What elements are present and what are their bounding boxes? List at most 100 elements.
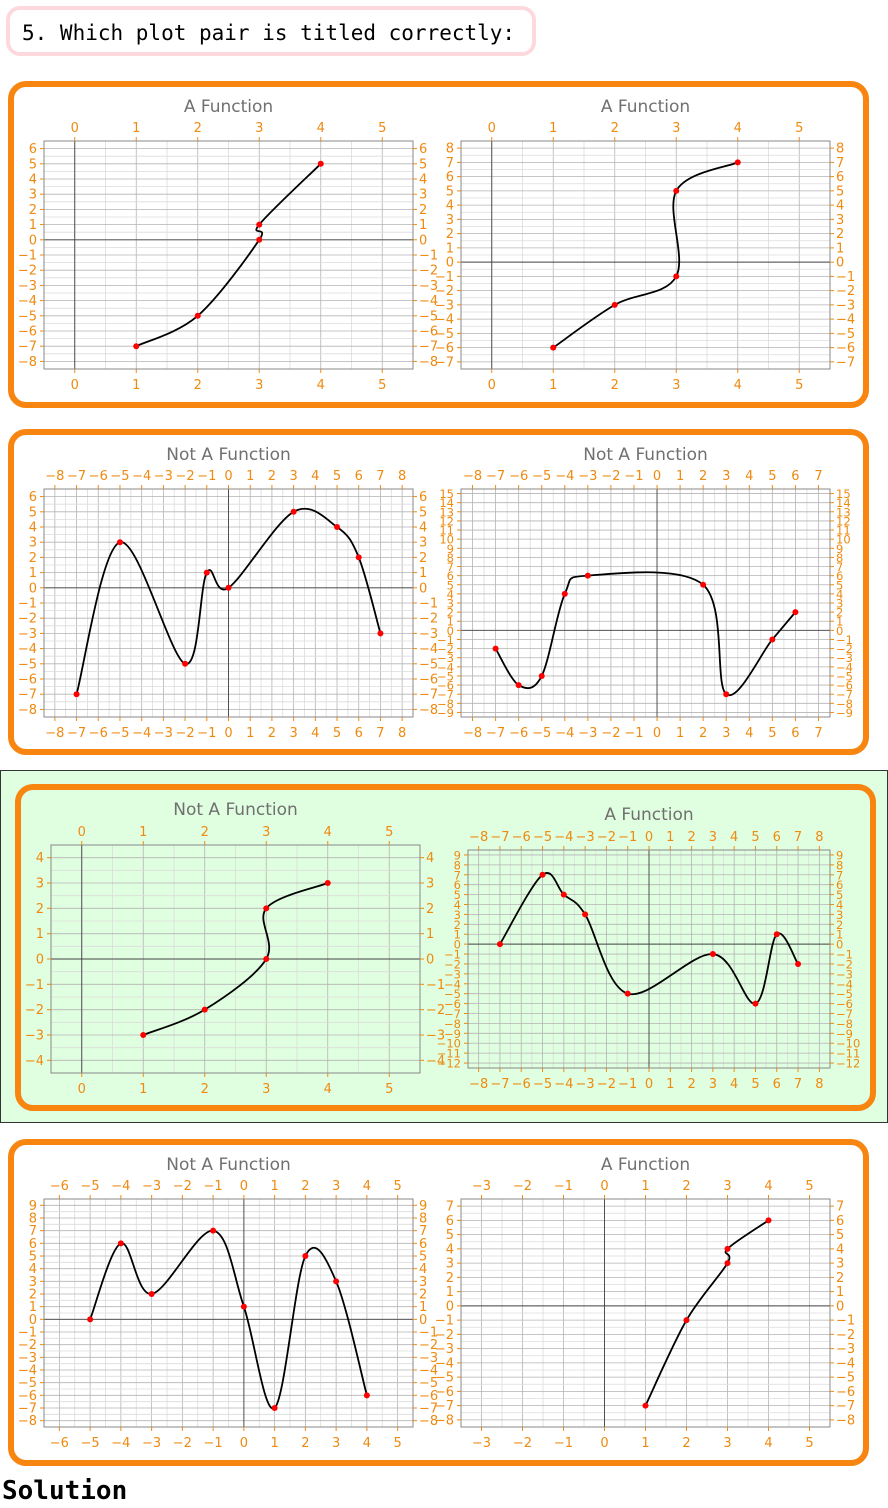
data-point: [87, 1316, 94, 1323]
x-tick-label: 5: [385, 825, 393, 840]
x-tick-label: −4: [111, 1436, 130, 1451]
y-tick-label: 7: [446, 156, 454, 171]
y-tick-label: −8: [437, 697, 454, 711]
y-tick-label: −6: [437, 679, 454, 693]
chart-title: A Function: [184, 97, 273, 117]
x-tick-label: 3: [262, 825, 270, 840]
y-tick-label: −3: [426, 1029, 445, 1044]
y-tick-label: 9: [447, 542, 454, 556]
x-tick-label: 5: [378, 121, 386, 136]
y-tick-label: 6: [29, 1237, 37, 1252]
y-tick-label: 15: [836, 487, 851, 501]
y-tick-label: −3: [25, 1029, 44, 1044]
y-tick-label: −2: [444, 957, 461, 971]
data-point: [194, 312, 201, 319]
y-tick-label: 6: [836, 569, 843, 583]
x-tick-label: 0: [600, 1436, 608, 1451]
x-tick-label: 0: [71, 121, 79, 136]
x-tick-label: −7: [490, 1077, 509, 1092]
y-tick-label: −7: [836, 355, 855, 370]
x-tick-label: −1: [197, 726, 216, 741]
grid: [467, 850, 831, 1068]
x-tick-label: 8: [398, 726, 406, 741]
y-tick-label: −5: [419, 1376, 438, 1391]
x-tick-label: 4: [745, 726, 753, 741]
x-tick-label: 2: [687, 1077, 695, 1092]
y-tick-label: −5: [18, 309, 37, 324]
y-tick-label: −4: [435, 313, 454, 328]
y-tick-label: 5: [419, 505, 427, 520]
y-tick-label: 2: [36, 902, 44, 917]
y-tick-label: 2: [29, 1288, 37, 1303]
x-tick-label: −1: [204, 1179, 223, 1194]
y-tick-label: −1: [444, 948, 461, 962]
y-tick-label: −5: [435, 1371, 454, 1386]
y-tick-label: −1: [435, 270, 454, 285]
y-tick-label: 3: [836, 213, 844, 228]
data-point: [182, 660, 189, 667]
x-tick-label: −3: [578, 726, 597, 741]
y-tick-label: −5: [18, 657, 37, 672]
y-tick-label: 0: [447, 624, 454, 638]
data-point: [363, 1392, 370, 1399]
x-tick-label: 5: [805, 1436, 813, 1451]
y-tick-label: 2: [446, 1271, 454, 1286]
y-tick-label: −1: [25, 978, 44, 993]
solution-label[interactable]: Solution: [2, 1476, 128, 1506]
data-point: [201, 1006, 208, 1013]
x-tick-label: 3: [709, 1077, 717, 1092]
y-tick-label: 3: [29, 536, 37, 551]
y-tick-label: 6: [419, 490, 427, 505]
y-tick-label: −8: [18, 703, 37, 718]
data-point: [515, 682, 522, 689]
x-tick-label: 2: [201, 825, 209, 840]
option-3[interactable]: [15, 784, 876, 1111]
curve: [494, 571, 797, 697]
x-tick-label: 6: [355, 726, 363, 741]
y-tick-label: −8: [419, 703, 438, 718]
y-tick-label: −2: [836, 642, 853, 656]
y-tick-label: 8: [446, 142, 454, 157]
x-tick-label: 7: [794, 830, 802, 845]
x-tick-label: 1: [641, 1436, 649, 1451]
y-tick-label: −6: [444, 997, 461, 1011]
y-tick-label: 6: [29, 490, 37, 505]
y-tick-label: −4: [836, 977, 853, 991]
y-tick-label: 4: [29, 1262, 37, 1277]
x-tick-label: −6: [50, 1436, 69, 1451]
y-tick-label: 2: [419, 551, 427, 566]
y-tick-label: −1: [419, 597, 438, 612]
x-tick-label: 4: [317, 378, 325, 393]
y-tick-label: −9: [444, 1027, 461, 1041]
y-tick-label: 7: [836, 156, 844, 171]
y-tick-label: −9: [836, 1027, 853, 1041]
y-tick-label: 6: [446, 170, 454, 185]
y-tick-label: 1: [836, 928, 843, 942]
y-tick-label: −1: [437, 633, 454, 647]
y-tick-label: −8: [18, 355, 37, 370]
y-tick-label: −3: [437, 651, 454, 665]
y-tick-label: −5: [18, 1376, 37, 1391]
y-tick-label: 7: [454, 868, 461, 882]
x-tick-label: 0: [224, 469, 232, 484]
y-tick-label: 10: [836, 533, 851, 547]
y-tick-label: −10: [437, 1037, 461, 1051]
y-tick-label: 2: [836, 1271, 844, 1286]
data-point: [538, 672, 545, 679]
y-tick-label: 4: [426, 851, 434, 866]
y-tick-label: −9: [437, 706, 454, 720]
x-tick-label: 7: [814, 469, 822, 484]
y-tick-label: 6: [29, 142, 37, 157]
x-tick-label: −3: [154, 726, 173, 741]
y-tick-label: 4: [419, 173, 427, 188]
x-tick-label: −7: [490, 830, 509, 845]
y-tick-label: −2: [437, 642, 454, 656]
data-point: [539, 871, 546, 878]
y-tick-label: 6: [836, 878, 843, 892]
x-tick-label: 2: [301, 1179, 309, 1194]
curve: [89, 1229, 368, 1410]
x-tick-label: 1: [666, 830, 674, 845]
y-tick-label: −1: [836, 270, 855, 285]
